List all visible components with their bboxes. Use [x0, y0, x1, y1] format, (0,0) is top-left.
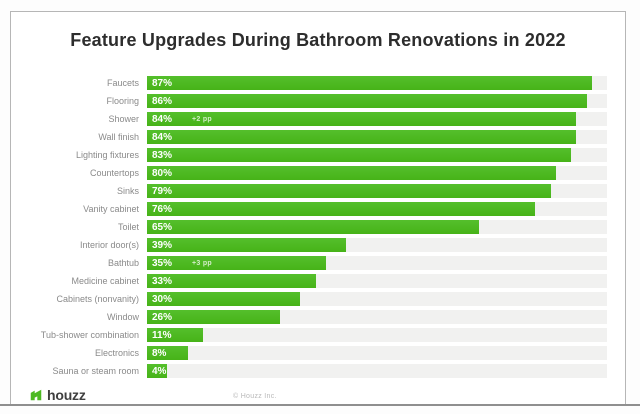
bar: 26% — [147, 310, 280, 324]
bar: 86% — [147, 94, 587, 108]
bar-track: 26% — [147, 310, 607, 324]
value-label: 39% — [152, 239, 173, 251]
value-label: 87% — [152, 77, 173, 89]
copyright-text: © Houzz Inc. — [233, 393, 277, 400]
category-label: Medicine cabinet — [71, 276, 139, 286]
chart-title: Feature Upgrades During Bathroom Renovat… — [70, 30, 566, 50]
chart-card: Feature Upgrades During Bathroom Renovat… — [10, 11, 626, 404]
bar: 79% — [147, 184, 551, 198]
category-label: Sauna or steam room — [52, 366, 139, 376]
value-label: 11% — [152, 329, 172, 341]
bar-row: Window 26% — [11, 308, 607, 326]
bar-row: Interior door(s) 39% — [11, 236, 607, 254]
bar-track: 65% — [147, 220, 607, 234]
category-label: Bathtub — [107, 258, 139, 268]
bar-row: Sinks 79% — [11, 182, 607, 200]
bar: 30% — [147, 292, 301, 306]
bar: 84% — [147, 130, 577, 144]
bar-row: Lighting fixtures 83% — [11, 146, 607, 164]
bar-track: 87% — [147, 76, 607, 90]
annotation: +2 pp — [192, 115, 212, 123]
bar: 11% — [147, 328, 204, 342]
bar-track: 80% — [147, 166, 607, 180]
bar-row: Flooring 86% — [11, 92, 607, 110]
bar-track: 30% — [147, 292, 607, 306]
category-label: Vanity cabinet — [83, 204, 139, 214]
bar-track: 76% — [147, 202, 607, 216]
bar-track: 86% — [147, 94, 607, 108]
category-label: Countertops — [89, 168, 139, 178]
bar-track: 8% — [147, 346, 607, 360]
category-label: Electronics — [94, 348, 139, 358]
bar-row: Medicine cabinet 33% — [11, 272, 607, 290]
value-label: 65% — [152, 221, 173, 233]
bar: 39% — [147, 238, 347, 252]
value-label: 86% — [152, 95, 173, 107]
bar: 35% +3 pp — [147, 256, 326, 270]
category-label: Lighting fixtures — [75, 150, 139, 160]
bar-row: Faucets 87% — [11, 74, 607, 92]
bar-row: Vanity cabinet 76% — [11, 200, 607, 218]
bar-row: Tub-shower combination 11% — [11, 326, 607, 344]
bar-row: Electronics 8% — [11, 344, 607, 362]
category-label: Window — [106, 312, 139, 322]
bar-rows: Faucets 87% Flooring 86% Shower 84% +2 pp Wall … — [11, 74, 607, 380]
value-label: 30% — [152, 293, 173, 305]
value-label: 83% — [152, 149, 173, 161]
bar-row: Wall finish 84% — [11, 128, 607, 146]
bar: 4% — [147, 364, 168, 378]
bar: 84% +2 pp — [147, 112, 577, 126]
bar-track: 84% — [147, 130, 607, 144]
value-label: 4% — [152, 365, 167, 377]
bar: 33% — [147, 274, 316, 288]
houzz-wordmark: houzz — [47, 387, 86, 403]
value-label: 35% — [152, 257, 173, 269]
bar-track: 33% — [147, 274, 607, 288]
bar-row: Cabinets (nonvanity) 30% — [11, 290, 607, 308]
bar-track: 35% +3 pp — [147, 256, 607, 270]
bar: 65% — [147, 220, 480, 234]
category-label: Shower — [108, 114, 139, 124]
bar-row: Toilet 65% — [11, 218, 607, 236]
value-label: 76% — [152, 203, 173, 215]
bar-row: Sauna or steam room 4% — [11, 362, 607, 380]
houzz-logo: houzz — [29, 387, 86, 403]
value-label: 8% — [152, 347, 167, 359]
annotation: +3 pp — [192, 259, 212, 267]
category-label: Wall finish — [98, 132, 139, 142]
bar: 87% — [147, 76, 592, 90]
category-label: Interior door(s) — [79, 240, 139, 250]
category-label: Toilet — [117, 222, 139, 232]
value-label: 80% — [152, 167, 173, 179]
bar-track: 39% — [147, 238, 607, 252]
value-label: 84% — [152, 131, 173, 143]
value-label: 33% — [152, 275, 173, 287]
category-label: Sinks — [116, 186, 139, 196]
bar-row: Shower 84% +2 pp — [11, 110, 607, 128]
category-label: Tub-shower combination — [40, 330, 139, 340]
houzz-icon — [29, 388, 43, 402]
bar-track: 4% — [147, 364, 607, 378]
category-label: Cabinets (nonvanity) — [56, 294, 139, 304]
bar-track: 84% +2 pp — [147, 112, 607, 126]
bar-track: 11% — [147, 328, 607, 342]
bar: 76% — [147, 202, 536, 216]
value-label: 84% — [152, 113, 173, 125]
bar: 8% — [147, 346, 188, 360]
bar-row: Countertops 80% — [11, 164, 607, 182]
category-label: Faucets — [106, 78, 139, 88]
bar: 83% — [147, 148, 572, 162]
bar: 80% — [147, 166, 556, 180]
category-label: Flooring — [106, 96, 139, 106]
bar-track: 79% — [147, 184, 607, 198]
value-label: 79% — [152, 185, 173, 197]
bottom-divider — [0, 404, 640, 406]
bar-track: 83% — [147, 148, 607, 162]
bar-row: Bathtub 35% +3 pp — [11, 254, 607, 272]
value-label: 26% — [152, 311, 173, 323]
